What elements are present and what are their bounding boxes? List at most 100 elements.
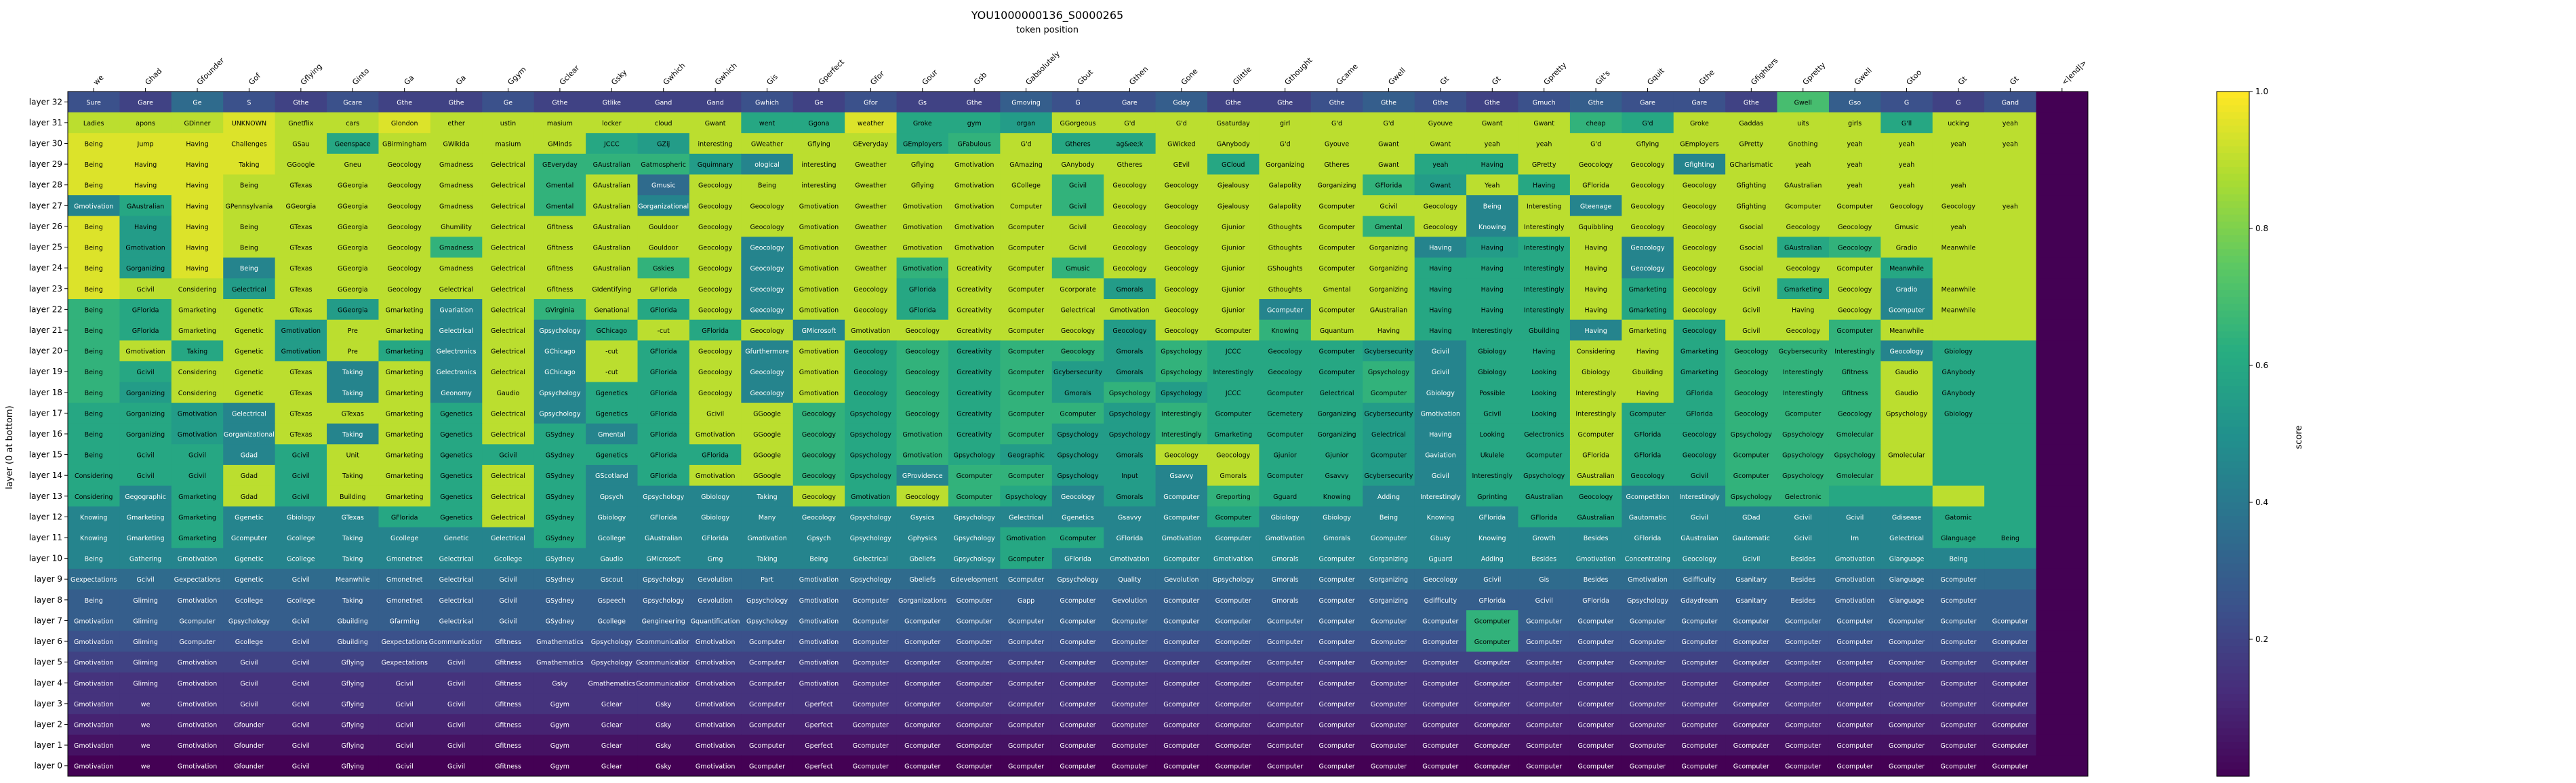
heatmap-cell [948, 651, 1001, 673]
cell-label: Besides [1584, 535, 1609, 542]
cell-label: Gthe [1744, 99, 1759, 106]
heatmap-cell [792, 506, 845, 528]
cell-label: Gquantification [691, 618, 740, 625]
cell-label: Gsky [656, 763, 671, 771]
heatmap-cell [534, 257, 586, 279]
cell-label: Gmarketing [1784, 286, 1822, 294]
colorbar-segment [2217, 447, 2249, 455]
heatmap-cell [2036, 92, 2089, 113]
cell-label: GTexas [289, 265, 312, 273]
cell-label: Gelectrical [491, 265, 525, 273]
heatmap-cell [637, 237, 690, 258]
cell-label: Gwhich [755, 99, 779, 106]
colorbar-segment [2217, 694, 2249, 702]
colorbar-segment [2217, 426, 2249, 435]
heatmap-cell [1622, 195, 1674, 217]
cell-label: Gmoving [1011, 99, 1041, 106]
heatmap-cell [1828, 589, 1881, 611]
cell-label: Gliming [133, 680, 158, 687]
heatmap-cell [1414, 589, 1467, 611]
cell-label: Gcivil [292, 576, 310, 584]
cell-label: Gpsychology [228, 618, 270, 625]
heatmap-cell [1363, 444, 1415, 466]
heatmap-cell [845, 693, 898, 715]
x-tick-label: Gthe [1697, 68, 1716, 87]
heatmap-cell [948, 299, 1001, 321]
colorbar-tick-label: 0.4 [2255, 498, 2268, 507]
heatmap-cell [275, 257, 327, 279]
cell-label: Gcomputer [1267, 390, 1303, 397]
heatmap-cell [534, 714, 586, 736]
heatmap-cell [689, 278, 742, 300]
cell-label: Groke [1690, 120, 1709, 127]
cell-label: GFlorida [702, 535, 729, 542]
cell-label: GFlorida [1064, 556, 1091, 563]
heatmap-cell [1466, 548, 1518, 569]
cell-label: Gbiology [1478, 369, 1506, 376]
cell-label: Gpsychology [1523, 473, 1565, 480]
heatmap-cell [1466, 444, 1518, 466]
cell-label: Gcomputer [1267, 639, 1303, 646]
heatmap-cell [1880, 340, 1933, 362]
heatmap-cell [534, 174, 586, 196]
cell-label: Gmotivation [125, 245, 165, 252]
heatmap-cell [741, 195, 794, 217]
heatmap-cell [1932, 195, 1985, 217]
cell-label: Knowing [1323, 494, 1351, 501]
heatmap-cell [68, 714, 120, 736]
cell-label: Gcomputer [1889, 660, 1925, 667]
cell-label: Gelectrical [491, 431, 525, 439]
cell-label: Gradio [1896, 245, 1918, 252]
cell-label: Having [186, 203, 208, 210]
cell-label: GAustralian [1577, 473, 1614, 480]
cell-label: Gcomputer [1526, 639, 1562, 646]
heatmap-cell [1104, 195, 1156, 217]
cell-label: Gquantum [1320, 327, 1354, 335]
colorbar-segment [2217, 742, 2249, 750]
colorbar-segment [2217, 434, 2249, 441]
cell-label: Gcomputer [957, 660, 992, 667]
heatmap-cell [948, 610, 1001, 632]
heatmap-cell [119, 630, 172, 652]
cell-label: Geocology [906, 348, 940, 356]
heatmap-cell [1569, 755, 1622, 777]
cell-label: Gpsychology [850, 576, 892, 584]
cell-label: Geocology [698, 369, 733, 376]
cell-label: Geocology [1112, 203, 1147, 210]
heatmap-cell [482, 444, 535, 466]
heatmap-cell [171, 444, 224, 466]
cell-label: Gcomputer [1008, 390, 1044, 397]
heatmap-cell [275, 299, 327, 321]
x-tick-label: Gabsolutely [1024, 49, 1062, 87]
heatmap-cell [637, 403, 690, 424]
heatmap-cell [792, 651, 845, 673]
heatmap-cell [275, 548, 327, 569]
cell-label: Challenges [231, 141, 266, 148]
heatmap-cell [482, 340, 535, 362]
heatmap-cell [1622, 319, 1674, 341]
heatmap-cell [1932, 568, 1985, 590]
heatmap-cell [1363, 548, 1415, 569]
x-tick-label: we [92, 73, 106, 87]
heatmap-cell [1155, 257, 1208, 279]
cell-label: Gmorals [1064, 390, 1091, 397]
cell-label: Gthe [449, 99, 464, 106]
heatmap-cell [1207, 319, 1260, 341]
colorbar-segment [2217, 762, 2249, 770]
heatmap-cell [948, 714, 1001, 736]
colorbar-segment [2217, 516, 2249, 523]
heatmap-cell [430, 527, 483, 548]
cell-label: ustin [500, 120, 516, 127]
cell-label: Gtheres [1065, 141, 1090, 148]
cell-label: Gcomputer [1112, 742, 1148, 750]
heatmap-cell [68, 464, 120, 487]
heatmap-cell [1414, 153, 1467, 175]
heatmap-cell [275, 568, 327, 590]
cell-label: Gmotivation [1576, 556, 1615, 563]
heatmap-cell [1984, 278, 2037, 300]
cell-label: GTexas [289, 245, 312, 252]
heatmap-cell [1310, 693, 1363, 715]
x-tick-label: Gwell [1386, 66, 1407, 87]
heatmap-cells: Sure Gare Ge S Gthe Gcare Gthe Gthe Ge Gthe Gtlike… [67, 91, 2089, 777]
cell-label: Gthe [1588, 99, 1604, 106]
